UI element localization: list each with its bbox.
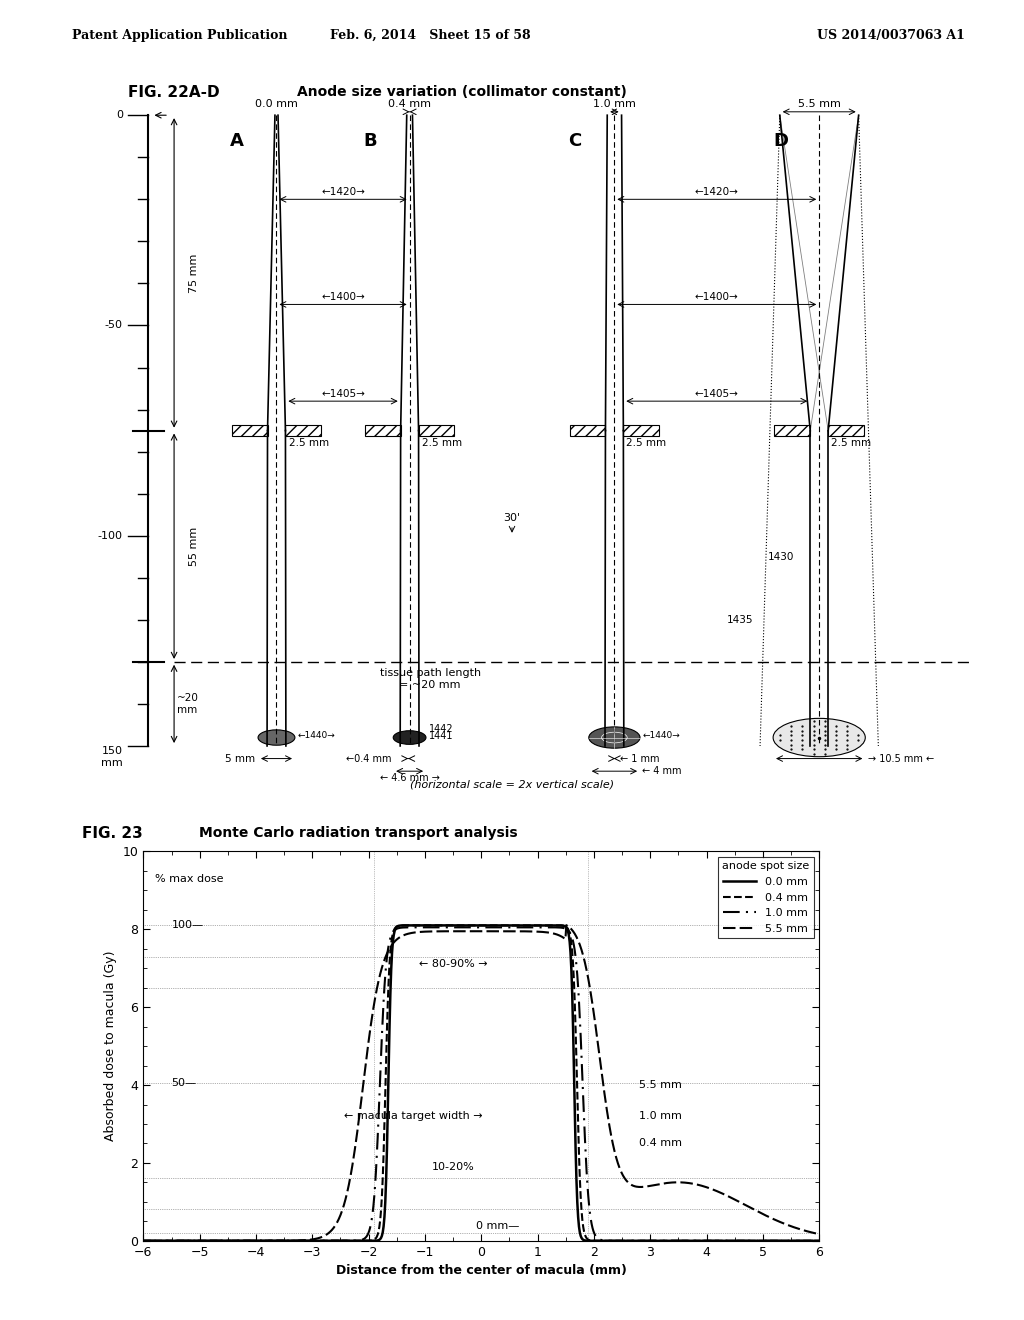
Bar: [231, 425, 267, 436]
Text: ← 4.6 mm →: ← 4.6 mm →: [380, 774, 439, 783]
Bar: [365, 425, 400, 436]
Text: ←1420→: ←1420→: [322, 187, 365, 197]
Text: ←1400→: ←1400→: [695, 292, 738, 302]
Text: D: D: [773, 132, 788, 150]
Circle shape: [393, 731, 426, 744]
Text: Patent Application Publication: Patent Application Publication: [72, 29, 287, 42]
Text: ←1420→: ←1420→: [695, 187, 738, 197]
Text: 0.4 mm: 0.4 mm: [388, 99, 431, 108]
Bar: [828, 425, 864, 436]
Text: 2.5 mm: 2.5 mm: [289, 438, 329, 447]
Text: ←1405→: ←1405→: [695, 389, 738, 399]
Text: 2.5 mm: 2.5 mm: [422, 438, 462, 447]
Text: 50—: 50—: [172, 1078, 197, 1088]
Text: 1430: 1430: [768, 552, 795, 562]
Text: 2.5 mm: 2.5 mm: [831, 438, 871, 447]
Text: ←1405→: ←1405→: [322, 389, 365, 399]
Text: 5 mm: 5 mm: [225, 754, 255, 763]
Text: 0.0 mm: 0.0 mm: [255, 99, 298, 108]
Text: -50: -50: [104, 321, 123, 330]
Text: ←1440→: ←1440→: [643, 731, 681, 741]
Text: 30': 30': [504, 513, 520, 523]
Text: ←0.4 mm: ←0.4 mm: [346, 754, 391, 763]
Text: ← 80-90% →: ← 80-90% →: [419, 960, 487, 969]
Text: 2.5 mm: 2.5 mm: [627, 438, 667, 447]
Text: 55 mm: 55 mm: [189, 527, 200, 566]
Circle shape: [258, 730, 295, 746]
Text: → 10.5 mm ←: → 10.5 mm ←: [868, 754, 935, 763]
Bar: [419, 425, 455, 436]
Text: 5.5 mm: 5.5 mm: [798, 99, 841, 108]
Text: ←1400→: ←1400→: [322, 292, 365, 302]
Text: (horizontal scale = 2x vertical scale): (horizontal scale = 2x vertical scale): [410, 780, 614, 789]
Text: US 2014/0037063 A1: US 2014/0037063 A1: [817, 29, 965, 42]
Text: B: B: [364, 132, 377, 150]
Text: C: C: [568, 132, 582, 150]
Text: 5.5 mm: 5.5 mm: [639, 1080, 682, 1090]
Text: 10-20%: 10-20%: [432, 1162, 474, 1172]
Text: -100: -100: [98, 531, 123, 541]
Text: 150
mm: 150 mm: [101, 746, 123, 767]
Text: ← macula target width →: ← macula target width →: [344, 1111, 483, 1121]
X-axis label: Distance from the center of macula (mm): Distance from the center of macula (mm): [336, 1265, 627, 1278]
Text: 1442: 1442: [429, 723, 454, 734]
Legend: 0.0 mm, 0.4 mm, 1.0 mm, 5.5 mm: 0.0 mm, 0.4 mm, 1.0 mm, 5.5 mm: [718, 857, 814, 939]
Text: 1441: 1441: [429, 731, 454, 742]
Text: 1435: 1435: [727, 615, 754, 624]
Y-axis label: Absorbed dose to macula (Gy): Absorbed dose to macula (Gy): [104, 950, 117, 1142]
Text: 0 mm—: 0 mm—: [476, 1221, 520, 1232]
Text: tissue path length
= ~20 mm: tissue path length = ~20 mm: [380, 668, 480, 690]
Text: 100—: 100—: [172, 920, 204, 931]
Text: Monte Carlo radiation transport analysis: Monte Carlo radiation transport analysis: [199, 826, 518, 841]
Text: ←1440→: ←1440→: [298, 731, 336, 741]
Text: 1.0 mm: 1.0 mm: [593, 99, 636, 108]
Text: Feb. 6, 2014   Sheet 15 of 58: Feb. 6, 2014 Sheet 15 of 58: [330, 29, 530, 42]
Bar: [286, 425, 322, 436]
Circle shape: [773, 718, 865, 756]
Bar: [569, 425, 605, 436]
Text: FIG. 22A-D: FIG. 22A-D: [128, 86, 219, 100]
Text: 0: 0: [116, 110, 123, 120]
Text: 75 mm: 75 mm: [189, 253, 200, 293]
Text: Anode size variation (collimator constant): Anode size variation (collimator constan…: [297, 86, 627, 99]
Text: 0.4 mm: 0.4 mm: [639, 1138, 682, 1148]
Text: ← 4 mm: ← 4 mm: [642, 766, 682, 776]
Text: ~20
mm: ~20 mm: [177, 693, 199, 714]
Circle shape: [589, 727, 640, 748]
Text: 1.0 mm: 1.0 mm: [639, 1111, 682, 1121]
Text: A: A: [230, 132, 245, 150]
Text: ← 1 mm: ← 1 mm: [621, 754, 659, 763]
Text: % max dose: % max dose: [155, 874, 223, 883]
Bar: [624, 425, 659, 436]
Bar: [774, 425, 810, 436]
Text: FIG. 23: FIG. 23: [82, 826, 142, 841]
